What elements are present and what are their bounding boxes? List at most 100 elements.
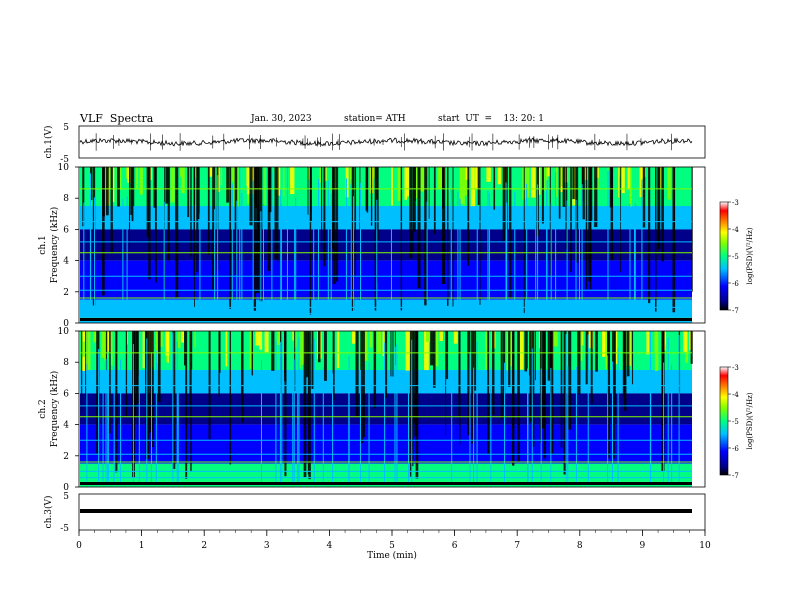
spectrogram-dark-streak (96, 331, 100, 454)
spectrogram-warm-patch (509, 331, 513, 367)
spectrogram-dark-streak (442, 167, 446, 284)
spectrogram-band-upper (80, 206, 692, 230)
spectrogram-warm-patch (351, 331, 357, 344)
spectrogram-dark-streak (321, 167, 323, 247)
spectrogram-dark-streak (153, 167, 157, 208)
spectrogram-dark-streak (105, 167, 109, 216)
spectrogram-band-mid (80, 393, 692, 425)
spectrogram-warm-patch (531, 167, 536, 198)
spectrogram-dark-streak (658, 167, 660, 255)
spectrogram-dark-streak (477, 167, 480, 205)
spectrogram-dark-streak (351, 167, 355, 311)
spectrogram-dark-streak (130, 167, 133, 215)
spectrogram-warm-patch (459, 167, 464, 205)
spectrogram-warm-patch (292, 331, 294, 341)
ch1-ylabel: ch.1(V) (43, 126, 54, 159)
ch2-spectrogram-heatmap (80, 331, 693, 487)
spectrogram-warm-patch (167, 331, 169, 363)
spectrogram-dark-streak (452, 167, 454, 307)
spectrogram-dark-streak (308, 331, 311, 480)
spectrogram-dark-streak (547, 331, 551, 381)
spectrogram-warm-patch (646, 331, 650, 355)
spectrogram-ytick-label: 2 (63, 288, 69, 298)
spectrogram-warm-patch (142, 331, 145, 369)
spectrogram-warm-patch (605, 331, 608, 370)
spectrogram-dark-streak (415, 331, 419, 479)
spectrogram-dark-streak (355, 331, 359, 417)
spectrogram-dark-streak (271, 331, 275, 371)
spectrogram-dark-streak (172, 331, 176, 469)
start-time-label: start UT = 13: 20: 1 (438, 114, 544, 124)
spectrogram-warm-patch (560, 167, 564, 187)
spectrogram-dark-streak (133, 331, 137, 417)
spectrogram-dark-streak (390, 331, 392, 377)
spectrogram-warm-patch (587, 331, 593, 349)
spectrogram-warm-patch (580, 331, 583, 361)
spectrogram-dark-streak (412, 331, 414, 467)
spectrogram-dark-streak (620, 167, 622, 272)
spectrogram-warm-patch (208, 167, 213, 177)
spectrogram-dark-streak (508, 331, 511, 387)
spectrogram-warm-patch (437, 167, 443, 190)
colorbar-tick-label: -7 (732, 472, 739, 480)
spectrogram-dark-streak (563, 331, 567, 475)
spectrogram-dark-streak (417, 167, 421, 289)
spectrogram-warm-patch (538, 331, 541, 349)
spectrogram-warm-patch (299, 331, 301, 369)
spectrogram-dark-streak (363, 331, 365, 438)
spectrogram-dark-streak (90, 167, 93, 201)
spectrogram-dark-streak (691, 167, 693, 292)
spectrogram-warm-patch (439, 331, 443, 341)
spectrogram-warm-patch (376, 331, 382, 354)
spectrogram-dark-streak (523, 167, 525, 314)
spectrogram-dark-streak (430, 331, 434, 366)
spectrogram-warm-patch (101, 331, 106, 358)
time-axis-tick-label: 6 (452, 541, 458, 551)
spectrogram-warm-patch (220, 167, 223, 185)
spectrogram-warm-patch (555, 167, 558, 198)
spectrogram-dark-streak (445, 331, 447, 436)
time-axis-tick-label: 1 (139, 541, 145, 551)
spectrogram-dark-streak (412, 167, 414, 252)
spectrogram-dark-streak (623, 331, 627, 411)
spectrogram-dark-streak (550, 331, 554, 454)
spectrogram-band-mid (80, 229, 692, 261)
spectrogram-dark-streak (672, 167, 676, 313)
spectrogram-warm-patch (255, 331, 260, 346)
ch2-spectrogram-yaxis: 0 2 4 6 8 10 (58, 327, 79, 493)
spectrogram-warm-patch (463, 167, 465, 206)
colorbar-tick-label: -7 (732, 307, 739, 315)
spectrogram-dark-streak (467, 331, 471, 436)
spectrogram-warm-patch (425, 331, 431, 342)
spectrogram-dark-streak (311, 331, 314, 389)
spectrogram-dark-streak (502, 167, 506, 241)
spectrogram-dark-streak (154, 167, 157, 283)
spectrogram-dark-streak (318, 331, 321, 363)
station-label: station= ATH (344, 114, 406, 124)
ch1-waveform-trace (79, 133, 693, 151)
spectrogram-warm-patch (345, 167, 349, 198)
spectrogram-warm-patch (139, 167, 143, 195)
spectrogram-dark-streak (541, 331, 545, 429)
spectrogram-dark-streak (414, 167, 416, 201)
spectrogram-dark-streak (175, 167, 179, 298)
spectrogram-warm-patch (486, 167, 491, 182)
spectrogram-dark-streak (534, 331, 536, 381)
spectrogram-warm-patch (232, 167, 234, 182)
spectrogram-warm-patch (405, 331, 411, 371)
chart-title: VLF Spectra (80, 112, 154, 125)
spectrogram-dark-streak (588, 167, 592, 282)
spectrogram-warm-patch (475, 167, 479, 190)
spectrogram-dark-streak (508, 167, 512, 298)
spectrogram-dark-streak (626, 331, 630, 377)
spectrogram-dark-streak (241, 331, 244, 423)
spectrogram-dark-streak (307, 167, 309, 215)
colorbar-label: log(PSD)(V²/Hz) (746, 392, 754, 449)
spectrogram-dark-streak (81, 331, 83, 413)
time-axis-tick-label: 4 (327, 541, 333, 551)
spectrogram-dark-streak (274, 167, 278, 260)
spectrogram-dark-streak (359, 167, 361, 300)
spectrogram-dark-streak (529, 331, 532, 423)
spectrogram-warm-patch (424, 331, 429, 371)
spectrogram-warm-patch (435, 331, 439, 367)
